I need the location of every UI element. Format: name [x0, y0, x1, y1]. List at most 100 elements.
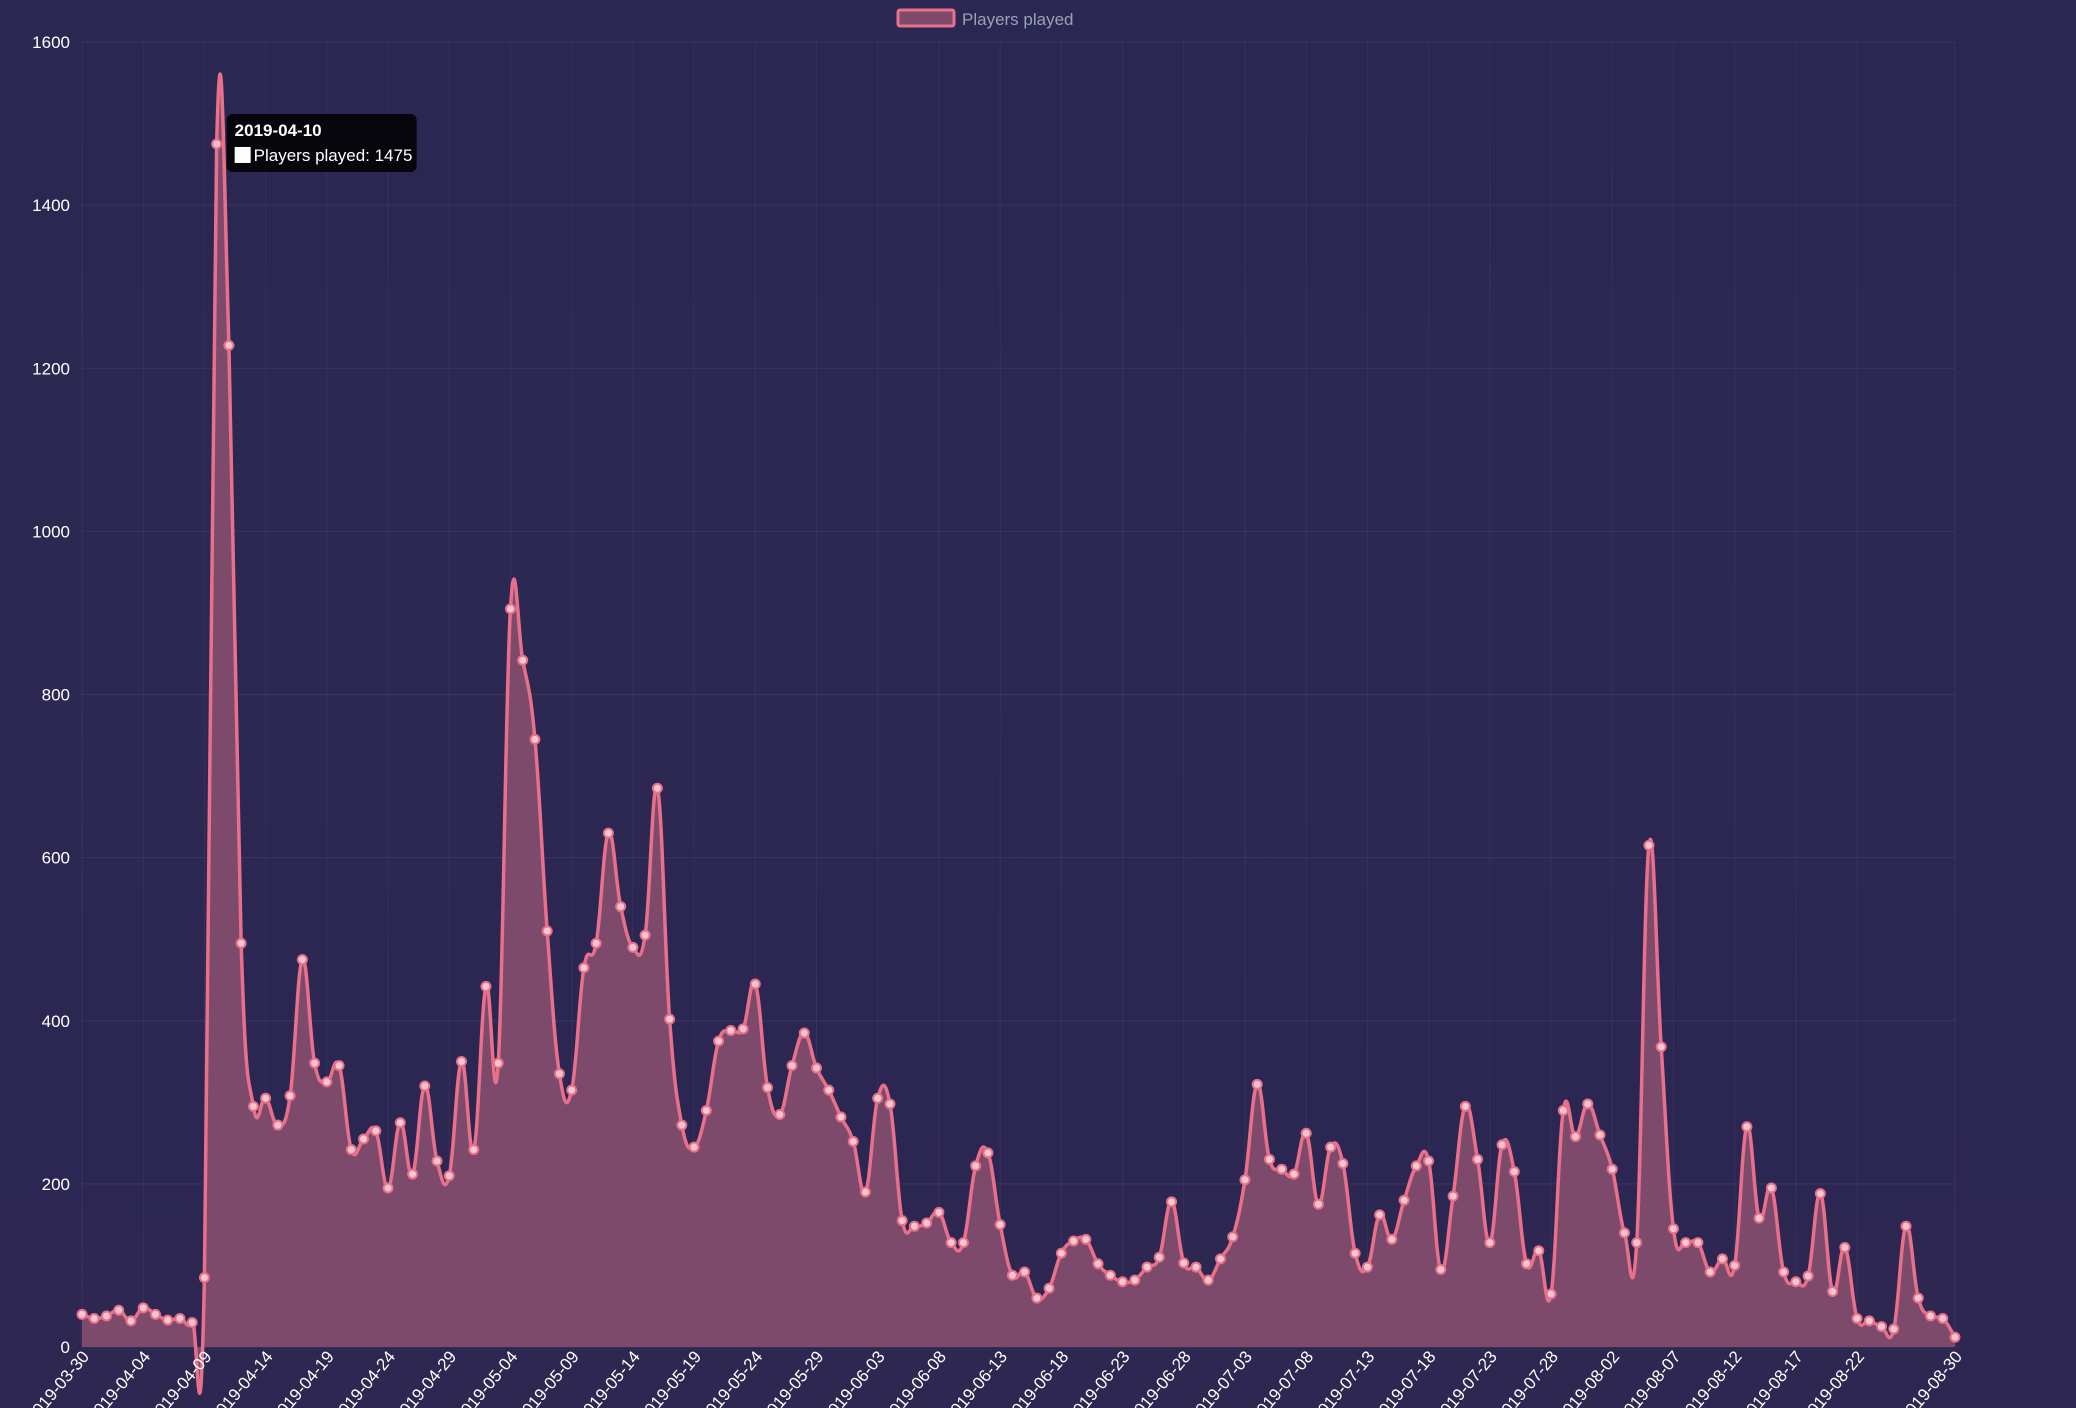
data-point[interactable]: [1337, 1157, 1349, 1169]
data-point[interactable]: [615, 901, 627, 913]
data-point[interactable]: [1839, 1241, 1851, 1253]
data-point[interactable]: [553, 1068, 565, 1080]
data-point[interactable]: [1300, 1127, 1312, 1139]
data-point[interactable]: [211, 138, 223, 150]
data-point[interactable]: [1239, 1174, 1251, 1186]
data-point[interactable]: [284, 1090, 296, 1102]
data-point[interactable]: [492, 1057, 504, 1069]
data-point[interactable]: [1117, 1276, 1129, 1288]
data-point[interactable]: [1019, 1266, 1031, 1278]
data-point[interactable]: [847, 1135, 859, 1147]
data-point[interactable]: [1925, 1310, 1937, 1322]
data-point[interactable]: [1423, 1155, 1435, 1167]
data-point[interactable]: [345, 1144, 357, 1156]
data-point[interactable]: [517, 654, 529, 666]
data-point[interactable]: [1618, 1227, 1630, 1239]
data-point[interactable]: [1153, 1251, 1165, 1263]
data-point[interactable]: [651, 782, 663, 794]
data-point[interactable]: [1643, 839, 1655, 851]
data-point[interactable]: [602, 827, 614, 839]
data-point[interactable]: [1214, 1253, 1226, 1265]
data-point[interactable]: [1594, 1129, 1606, 1141]
data-point[interactable]: [1655, 1041, 1667, 1053]
data-point[interactable]: [823, 1084, 835, 1096]
data-point[interactable]: [468, 1144, 480, 1156]
data-point[interactable]: [1141, 1261, 1153, 1273]
data-points[interactable]: [76, 138, 1961, 1343]
data-point[interactable]: [455, 1056, 467, 1068]
data-point[interactable]: [1582, 1098, 1594, 1110]
data-point[interactable]: [921, 1217, 933, 1229]
data-point[interactable]: [945, 1237, 957, 1249]
data-point[interactable]: [382, 1182, 394, 1194]
data-point[interactable]: [88, 1312, 100, 1324]
data-point[interactable]: [480, 980, 492, 992]
data-point[interactable]: [688, 1141, 700, 1153]
data-point[interactable]: [957, 1237, 969, 1249]
data-point[interactable]: [811, 1062, 823, 1074]
data-point[interactable]: [235, 937, 247, 949]
data-point[interactable]: [1459, 1100, 1471, 1112]
data-point[interactable]: [1190, 1261, 1202, 1273]
data-point[interactable]: [749, 978, 761, 990]
data-point[interactable]: [1251, 1078, 1263, 1090]
data-point[interactable]: [1068, 1235, 1080, 1247]
data-point[interactable]: [76, 1308, 88, 1320]
data-point[interactable]: [1790, 1276, 1802, 1288]
data-point[interactable]: [541, 925, 553, 937]
data-point[interactable]: [578, 962, 590, 974]
data-point[interactable]: [1276, 1163, 1288, 1175]
data-point[interactable]: [786, 1060, 798, 1072]
data-point[interactable]: [700, 1104, 712, 1116]
data-point[interactable]: [713, 1035, 725, 1047]
data-point[interactable]: [982, 1147, 994, 1159]
data-point[interactable]: [137, 1302, 149, 1314]
data-point[interactable]: [1472, 1153, 1484, 1165]
data-point[interactable]: [627, 941, 639, 953]
data-point[interactable]: [1521, 1258, 1533, 1270]
data-point[interactable]: [100, 1310, 112, 1322]
data-point[interactable]: [798, 1027, 810, 1039]
data-point[interactable]: [529, 733, 541, 745]
data-point[interactable]: [1288, 1168, 1300, 1180]
data-point[interactable]: [1533, 1245, 1545, 1257]
data-point[interactable]: [1202, 1274, 1214, 1286]
data-point[interactable]: [1888, 1323, 1900, 1335]
data-point[interactable]: [321, 1076, 333, 1088]
data-point[interactable]: [1778, 1266, 1790, 1278]
data-point[interactable]: [1729, 1259, 1741, 1271]
data-point[interactable]: [1912, 1292, 1924, 1304]
data-point[interactable]: [762, 1082, 774, 1094]
data-point[interactable]: [933, 1206, 945, 1218]
data-point[interactable]: [1802, 1270, 1814, 1282]
data-point[interactable]: [1680, 1237, 1692, 1249]
data-point[interactable]: [1312, 1198, 1324, 1210]
data-point[interactable]: [1876, 1321, 1888, 1333]
data-point[interactable]: [223, 339, 235, 351]
data-point[interactable]: [590, 937, 602, 949]
data-point[interactable]: [1716, 1253, 1728, 1265]
data-point[interactable]: [1827, 1286, 1839, 1298]
data-point[interactable]: [394, 1117, 406, 1129]
data-point[interactable]: [774, 1109, 786, 1121]
data-point[interactable]: [872, 1092, 884, 1104]
data-point[interactable]: [247, 1100, 259, 1112]
data-point[interactable]: [566, 1084, 578, 1096]
data-point[interactable]: [1851, 1312, 1863, 1324]
data-point[interactable]: [1349, 1247, 1361, 1259]
data-point[interactable]: [676, 1119, 688, 1131]
data-point[interactable]: [1692, 1237, 1704, 1249]
data-point[interactable]: [1092, 1258, 1104, 1270]
data-point[interactable]: [1447, 1190, 1459, 1202]
data-point[interactable]: [994, 1219, 1006, 1231]
data-point[interactable]: [1557, 1104, 1569, 1116]
data-point[interactable]: [970, 1160, 982, 1172]
data-point[interactable]: [1325, 1141, 1337, 1153]
data-point[interactable]: [1227, 1231, 1239, 1243]
data-point[interactable]: [407, 1168, 419, 1180]
data-point[interactable]: [1006, 1269, 1018, 1281]
data-point[interactable]: [162, 1314, 174, 1326]
data-point[interactable]: [1606, 1163, 1618, 1175]
data-point[interactable]: [1129, 1274, 1141, 1286]
data-point[interactable]: [859, 1186, 871, 1198]
